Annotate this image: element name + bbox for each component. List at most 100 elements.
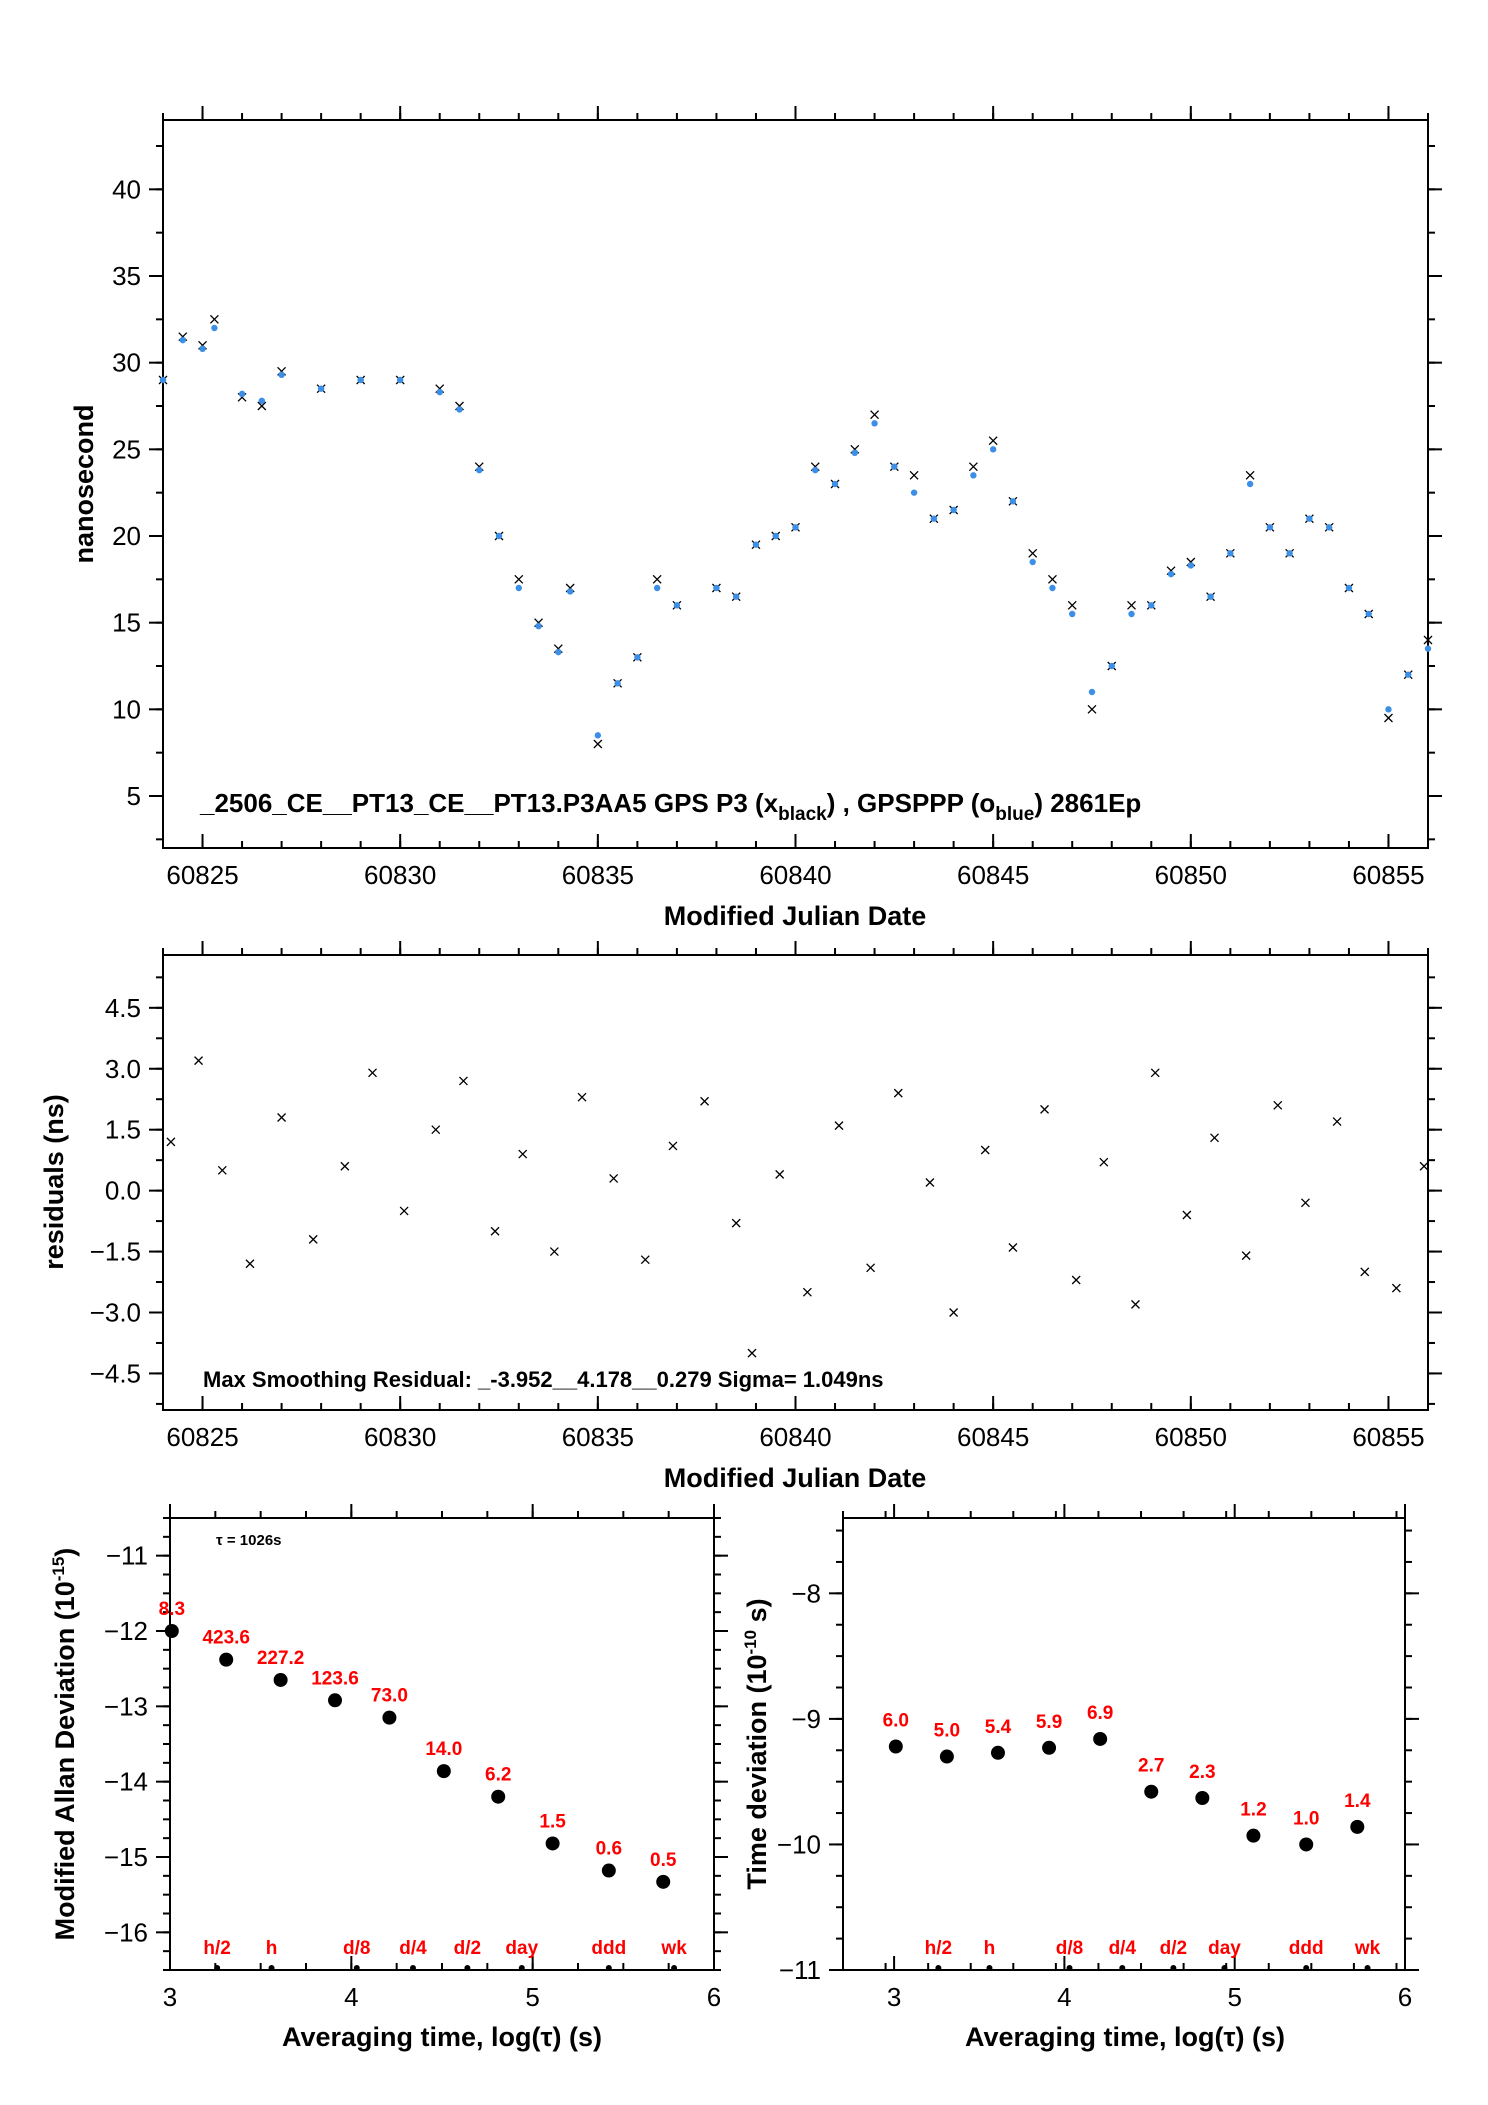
data-point-x	[1067, 600, 1077, 610]
data-point-o	[1306, 515, 1313, 522]
data-point-x	[1131, 1299, 1140, 1309]
deviation-point	[939, 1749, 954, 1764]
tau-note: τ = 1026s	[216, 1532, 282, 1549]
data-point-o	[673, 602, 681, 609]
data-point-x	[514, 574, 524, 584]
data-point-o	[456, 406, 463, 413]
deviation-point	[1042, 1740, 1057, 1755]
deviation-point	[1299, 1837, 1314, 1852]
point-label: 123.6	[311, 1668, 359, 1689]
y-tick-label: 35	[112, 261, 141, 291]
data-point-o	[831, 480, 839, 488]
data-point-o	[1187, 562, 1195, 569]
y-tick-label: −8	[791, 1578, 821, 1608]
time-mark-dot	[935, 1965, 942, 1971]
data-point-x	[593, 739, 603, 749]
point-label: 227.2	[257, 1648, 305, 1669]
y-axis-title-exponent: -15	[49, 1557, 68, 1582]
time-mark-dot	[353, 1965, 360, 1971]
data-point-x	[949, 1308, 959, 1317]
deviation-point	[491, 1789, 506, 1804]
data-point-x	[245, 1259, 255, 1269]
y-axis-title: nanosecond	[69, 404, 99, 563]
annotation-suffix: ) 2861Ep	[1034, 788, 1141, 818]
time-mark-label: h	[266, 1938, 278, 1959]
point-label: 0.5	[650, 1850, 677, 1871]
annotation-subscript-blue: blue	[995, 804, 1034, 825]
axis-ticks: 60825 60830 60835 60840 60845 60850 60855 5 10 15…	[112, 106, 1442, 890]
x-tick-label: 60825	[166, 860, 238, 890]
time-mark-dot	[605, 1965, 612, 1971]
data-point-x	[640, 1255, 650, 1265]
axis-ticks: 60825 60830 60835 60840 60845 60850 60855 4.5 3.…	[90, 941, 1442, 1452]
time-mark-label: d/4	[1109, 1938, 1137, 1959]
data-point-o	[1424, 645, 1432, 652]
data-point-o	[1148, 602, 1155, 609]
data-point-x	[893, 1088, 903, 1098]
x-tick-label: 60855	[1352, 860, 1424, 890]
y-tick-label: −3.0	[90, 1298, 141, 1328]
data-point-o	[910, 489, 918, 496]
y-tick-label: 25	[112, 434, 141, 464]
y-axis-title-main: Modified Allan Deviation (10	[50, 1581, 80, 1940]
time-mark-dot	[214, 1965, 221, 1971]
data-point-x	[340, 1161, 350, 1171]
y-axis-title-main: Time deviation (10	[742, 1655, 772, 1890]
data-point-x	[1332, 1117, 1342, 1127]
point-label: 5.4	[985, 1717, 1012, 1738]
deviation-point	[1246, 1828, 1261, 1843]
x-tick-label: 60825	[166, 1422, 238, 1452]
data-point-o	[1009, 498, 1017, 505]
data-point-o	[1286, 550, 1293, 557]
data-point-x	[1099, 1157, 1109, 1167]
x-tick-label: 4	[1057, 1982, 1071, 2012]
data-point-o	[476, 466, 483, 474]
time-mark-dot	[1221, 1965, 1228, 1971]
data-point-x	[1273, 1100, 1283, 1110]
point-label: 6.0	[883, 1711, 909, 1732]
data-point-x	[980, 1145, 990, 1155]
time-mark-dot	[671, 1965, 678, 1971]
data-point-x	[1008, 1243, 1018, 1252]
data-point-o	[772, 532, 779, 540]
point-label: 8.3	[159, 1599, 185, 1620]
y-tick-label: −9	[791, 1704, 821, 1734]
x-tick-label: 5	[525, 1982, 539, 2012]
data-point-x	[731, 1218, 741, 1228]
time-series-chart: 60825 60830 60835 60840 60845 60850 60855 5 10 15…	[69, 106, 1442, 931]
data-point-o	[1069, 610, 1076, 618]
plot-frame	[842, 1517, 1406, 1971]
point-label: 14.0	[425, 1739, 462, 1760]
point-label: 1.4	[1344, 1791, 1371, 1812]
time-mark-label: wk	[660, 1938, 687, 1959]
data-point-o	[634, 654, 641, 661]
annotation-subscript-black: black	[778, 804, 827, 825]
data-point-o	[1167, 570, 1175, 578]
time-mark-label: ddd	[1289, 1938, 1324, 1959]
y-axis-title-exponent: -10	[741, 1630, 760, 1655]
data-point-o	[1207, 593, 1214, 600]
data-point-o	[1365, 610, 1372, 618]
data-point-o	[1385, 706, 1392, 713]
x-tick-label: 60845	[957, 1422, 1029, 1452]
point-label: 73.0	[371, 1686, 408, 1707]
point-label: 5.9	[1036, 1712, 1062, 1733]
time-mark-dot	[1364, 1965, 1371, 1971]
residual-annotation: Max Smoothing Residual: _-3.952__4.178__…	[203, 1367, 884, 1392]
data-point-o	[211, 324, 218, 332]
time-mark-label: d/2	[454, 1938, 481, 1959]
data-point-x	[1047, 574, 1057, 584]
data-point-x	[209, 314, 219, 324]
y-tick-label: 40	[112, 174, 141, 204]
data-point-x	[909, 470, 919, 480]
time-mark-dot	[1119, 1965, 1126, 1971]
data-point-o	[436, 388, 443, 396]
data-point-x	[988, 436, 998, 446]
x-tick-label: 6	[707, 1982, 721, 2012]
time-mark-dot	[464, 1965, 471, 1971]
data-point-o	[1325, 524, 1333, 531]
time-mark-label: h/2	[203, 1938, 230, 1959]
data-point-o	[812, 466, 819, 474]
data-point-x	[194, 1056, 204, 1066]
data-point-o	[950, 506, 957, 514]
